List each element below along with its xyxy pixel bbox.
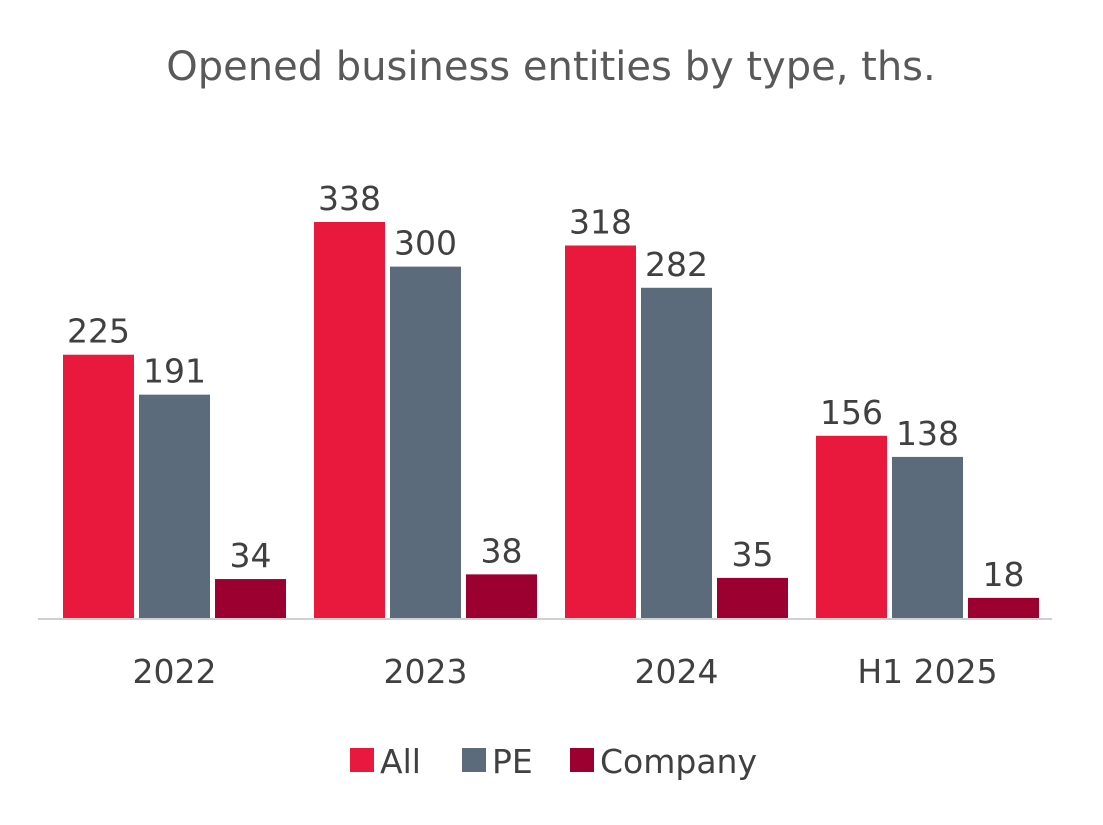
bar-company-2022	[215, 579, 286, 619]
bar-company-h1-2025	[968, 597, 1039, 619]
legend-label-pe: PE	[492, 742, 533, 781]
value-label-pe-2022: 191	[143, 352, 206, 391]
category-label-h1-2025: H1 2025	[857, 652, 997, 691]
bar-pe-h1-2025	[892, 456, 963, 619]
legend-label-all: All	[380, 742, 421, 781]
category-labels-group: 2022 2023 2024 H1 2025	[133, 652, 998, 691]
bar-company-2023	[466, 574, 537, 619]
value-labels-group: 225 191 34 338 300 38 318 282 35 156 138 18	[67, 179, 1025, 594]
value-label-pe-2023: 300	[394, 224, 457, 263]
bar-all-2024	[565, 245, 636, 619]
bar-all-2022	[63, 354, 134, 619]
legend-swatch-pe	[462, 748, 486, 772]
bar-pe-2024	[641, 287, 712, 619]
chart-title: Opened business entities by type, ths.	[166, 44, 935, 90]
category-label-2023: 2023	[384, 652, 468, 691]
value-label-all-2024: 318	[569, 202, 632, 241]
value-label-all-2023: 338	[318, 179, 381, 218]
bar-all-2023	[314, 222, 385, 619]
legend-swatch-all	[350, 748, 374, 772]
bar-all-h1-2025	[816, 435, 887, 619]
bar-pe-2022	[139, 394, 210, 619]
legend: All PE Company	[350, 742, 757, 781]
bar-company-2024	[717, 577, 788, 619]
value-label-company-2024: 35	[732, 535, 774, 574]
category-label-2024: 2024	[635, 652, 719, 691]
value-label-pe-h1-2025: 138	[896, 414, 959, 453]
legend-swatch-company	[570, 748, 594, 772]
bars-group	[63, 222, 1039, 619]
category-label-2022: 2022	[133, 652, 217, 691]
bar-pe-2023	[390, 266, 461, 619]
value-label-pe-2024: 282	[645, 245, 708, 284]
value-label-all-2022: 225	[67, 312, 130, 351]
value-label-company-h1-2025: 18	[983, 555, 1025, 594]
value-label-company-2022: 34	[230, 536, 272, 575]
value-label-all-h1-2025: 156	[820, 393, 883, 432]
value-label-company-2023: 38	[481, 531, 523, 570]
legend-label-company: Company	[600, 742, 757, 781]
